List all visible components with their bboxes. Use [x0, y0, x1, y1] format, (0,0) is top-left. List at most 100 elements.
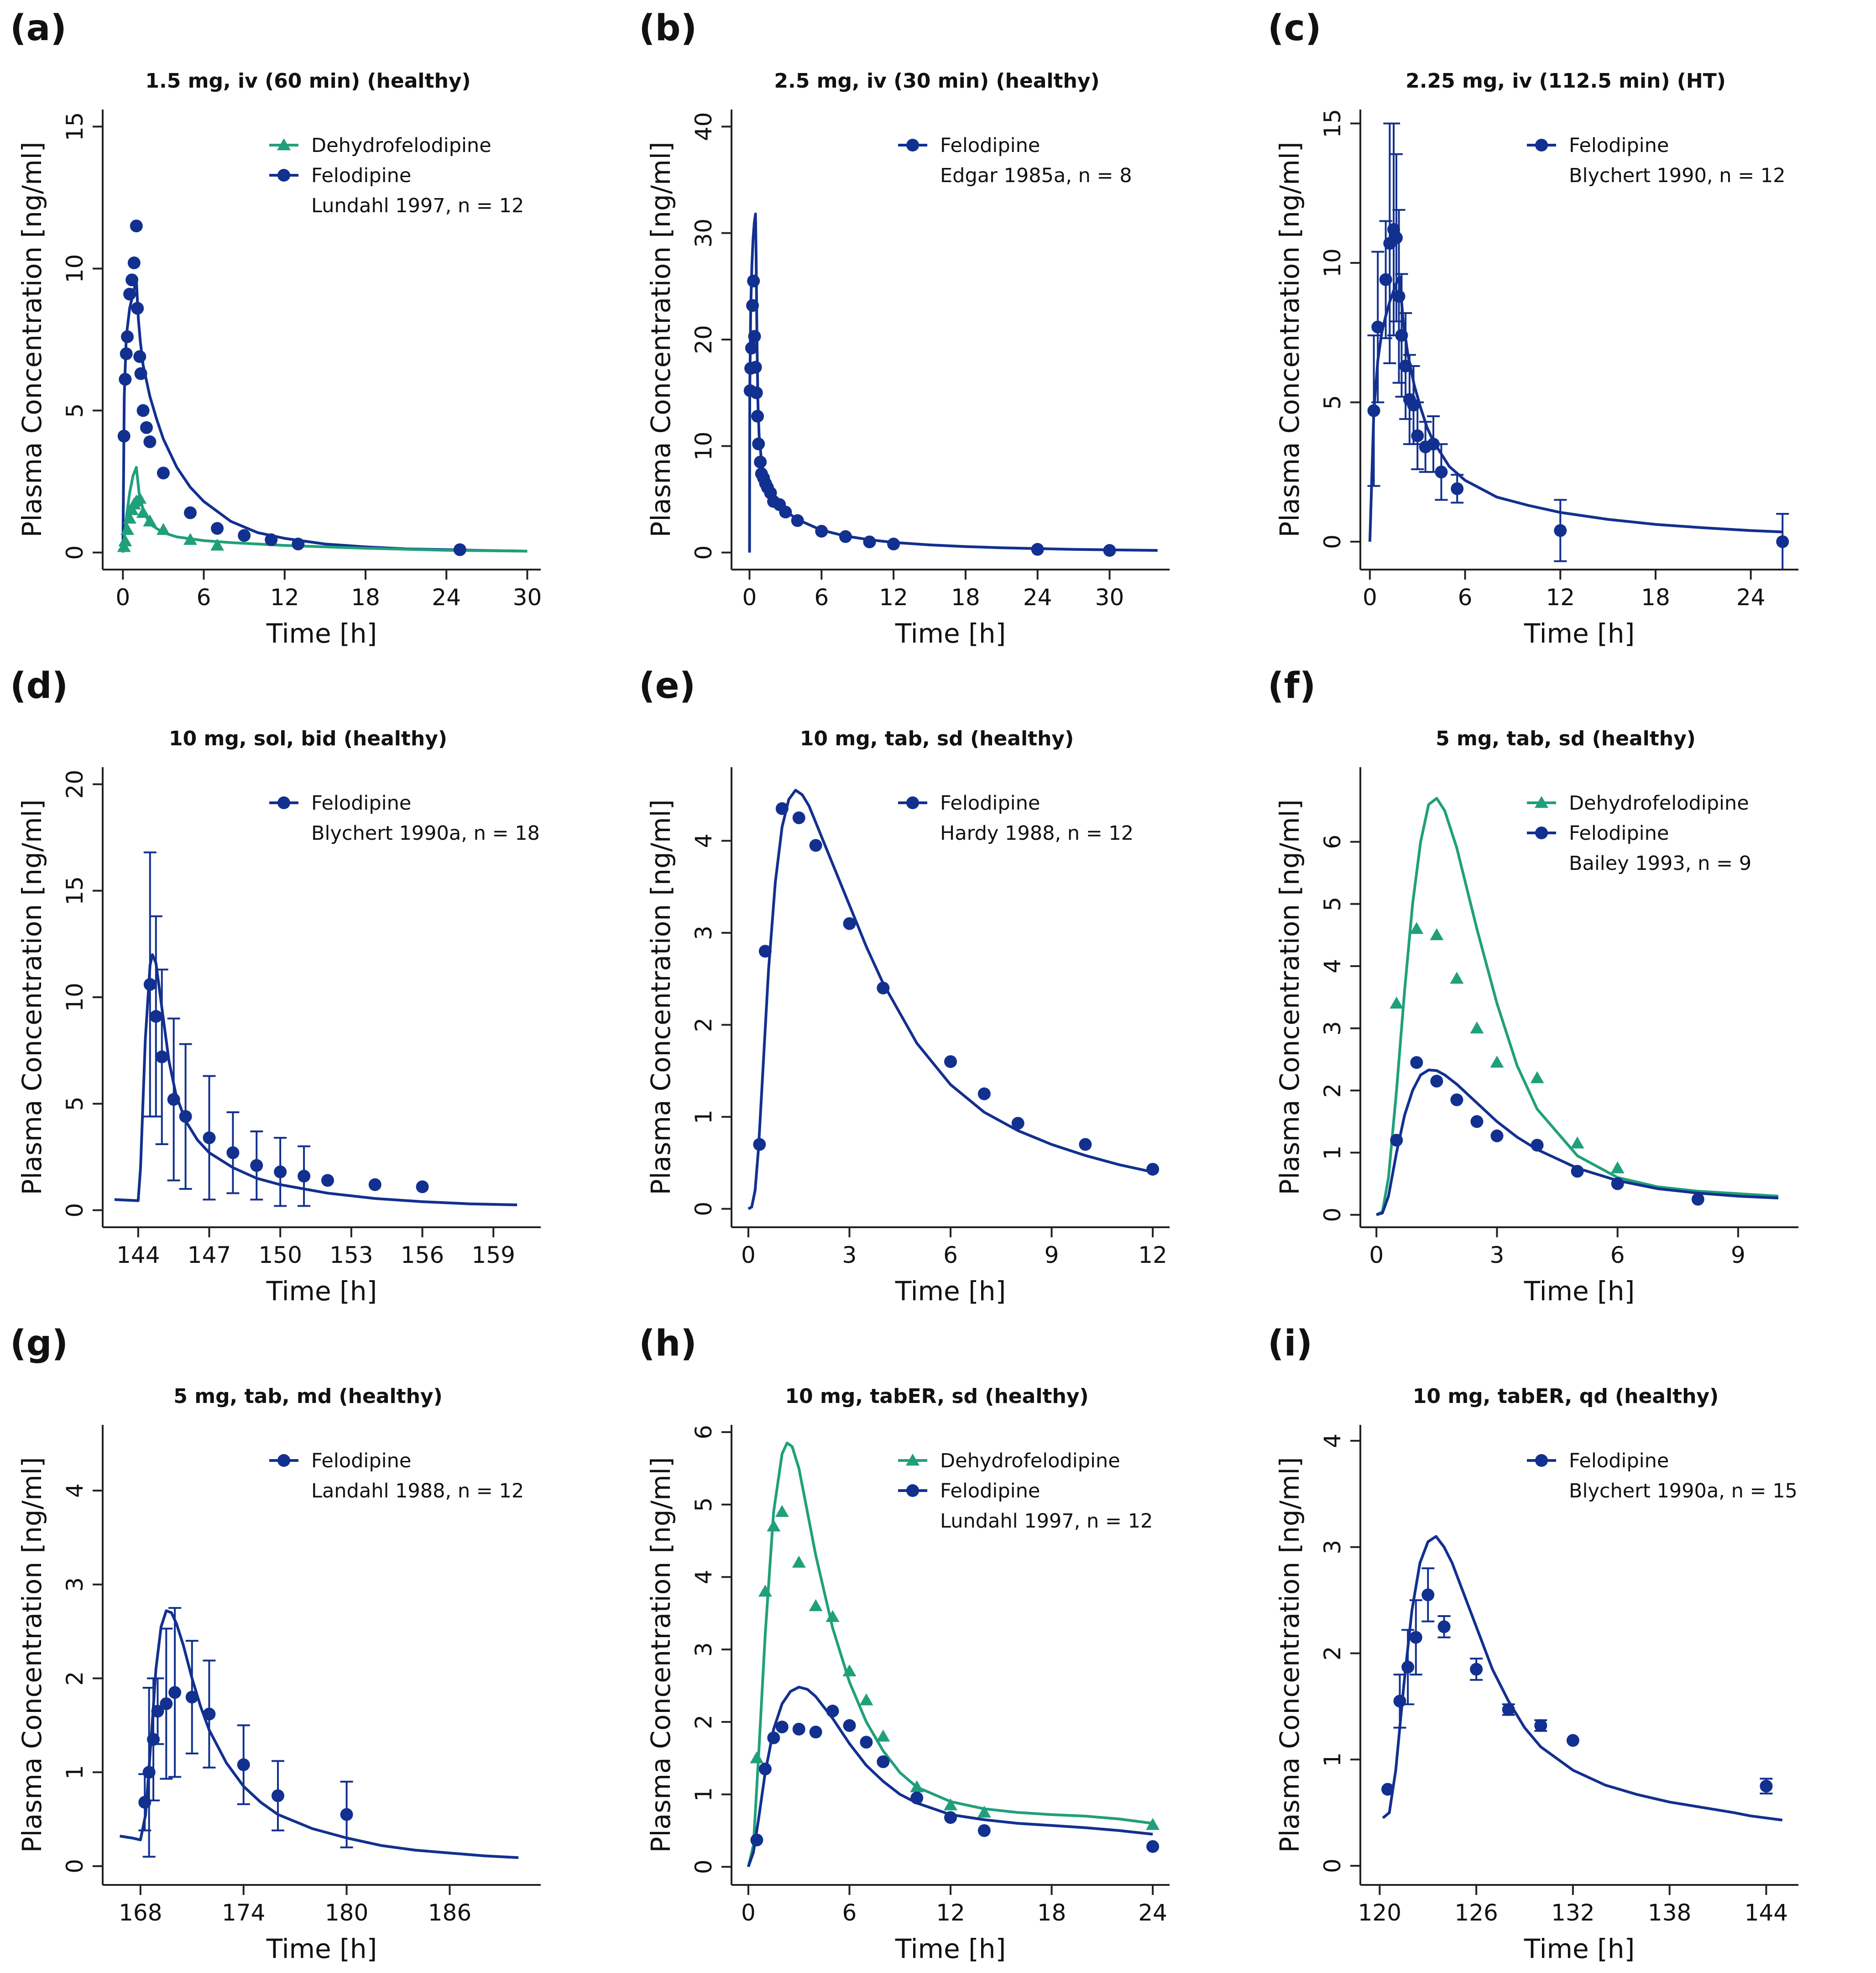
- data-point-felodipine: [167, 1093, 180, 1106]
- data-point-dehydrofelodipine: [910, 1780, 924, 1792]
- x-tick-label: 30: [1095, 584, 1124, 611]
- x-tick-label: 0: [741, 1242, 756, 1268]
- x-axis-label: Time [h]: [895, 618, 1006, 649]
- x-tick-label: 150: [258, 1242, 302, 1268]
- y-tick-label: 4: [1319, 1434, 1346, 1448]
- y-tick-label: 1: [690, 1787, 717, 1802]
- x-tick-label: 180: [325, 1900, 368, 1926]
- chart-title: 10 mg, tabER, sd (healthy): [785, 1385, 1088, 1408]
- y-tick-label: 2: [62, 1671, 88, 1686]
- data-point-felodipine: [809, 839, 822, 852]
- data-point-dehydrofelodipine: [156, 523, 170, 535]
- data-point-felodipine: [1691, 1193, 1704, 1206]
- data-point-felodipine: [1390, 231, 1403, 245]
- x-tick-label: 120: [1358, 1900, 1401, 1926]
- y-tick-label: 3: [1319, 1540, 1346, 1554]
- y-tick-label: 5: [690, 1497, 717, 1512]
- panel-label: (i): [1268, 1323, 1312, 1364]
- y-tick-label: 0: [690, 545, 717, 560]
- y-tick-label: 6: [1319, 835, 1346, 849]
- legend-source: Lundahl 1997, n = 12: [940, 1510, 1153, 1533]
- data-point-felodipine: [140, 421, 153, 434]
- legend-marker: [277, 138, 291, 151]
- data-point-felodipine: [143, 435, 157, 448]
- series-line-dehydrofelodipine: [747, 1441, 1153, 1867]
- y-tick-label: 1: [62, 1765, 88, 1779]
- y-tick-label: 1: [690, 1109, 717, 1124]
- panel-label: (f): [1268, 665, 1316, 707]
- data-point-felodipine: [265, 533, 278, 546]
- data-point-felodipine: [179, 1110, 192, 1123]
- data-point-felodipine: [416, 1180, 429, 1193]
- x-tick-label: 6: [197, 584, 211, 611]
- data-point-felodipine: [753, 1138, 766, 1151]
- y-axis-label: Plasma Concentration [ng/ml]: [1274, 1457, 1305, 1853]
- x-axis-label: Time [h]: [895, 1276, 1006, 1307]
- x-tick-label: 18: [1641, 584, 1670, 611]
- y-tick-label: 5: [62, 403, 88, 418]
- legend-marker: [277, 169, 290, 182]
- data-point-dehydrofelodipine: [1430, 928, 1444, 941]
- x-tick-label: 132: [1551, 1900, 1594, 1926]
- plot-area: [747, 1441, 1160, 1868]
- data-point-felodipine: [779, 506, 792, 518]
- y-tick-label: 4: [1319, 959, 1346, 973]
- data-point-dehydrofelodipine: [826, 1610, 840, 1622]
- series-line-felodipine: [747, 789, 1153, 1210]
- legend-marker: [906, 139, 919, 152]
- y-tick-label: 10: [690, 432, 717, 461]
- data-point-felodipine: [238, 529, 251, 542]
- y-tick-label: 2: [690, 1018, 717, 1032]
- legend-marker: [1535, 1454, 1548, 1467]
- data-point-felodipine: [321, 1174, 334, 1187]
- data-point-felodipine: [133, 350, 146, 363]
- data-point-felodipine: [143, 978, 157, 991]
- data-point-felodipine: [1146, 1840, 1160, 1853]
- x-tick-label: 144: [1745, 1900, 1788, 1926]
- plot-area: [120, 1607, 519, 1859]
- legend-source: Blychert 1990a, n = 15: [1569, 1480, 1798, 1502]
- y-tick-label: 5: [1319, 897, 1346, 911]
- chart-title: 10 mg, tab, sd (healthy): [800, 727, 1074, 750]
- data-point-felodipine: [274, 1165, 287, 1178]
- x-tick-label: 18: [951, 584, 980, 611]
- plot-area: [747, 789, 1160, 1210]
- data-point-felodipine: [860, 1736, 873, 1749]
- x-tick-label: 12: [1546, 584, 1575, 611]
- y-tick-label: 3: [690, 926, 717, 940]
- data-point-felodipine: [754, 455, 767, 469]
- x-tick-label: 12: [936, 1900, 965, 1926]
- data-point-felodipine: [272, 1789, 284, 1802]
- data-point-felodipine: [203, 1131, 216, 1144]
- panel-label: (a): [10, 8, 67, 49]
- y-tick-label: 20: [690, 325, 717, 354]
- data-point-felodipine: [1760, 1779, 1773, 1793]
- y-axis-label: Plasma Concentration [ng/ml]: [1274, 141, 1305, 537]
- legend-marker: [277, 796, 290, 809]
- data-point-felodipine: [775, 1720, 789, 1733]
- series-line-dehydrofelodipine: [121, 466, 528, 553]
- data-point-felodipine: [1421, 1588, 1435, 1601]
- data-point-dehydrofelodipine: [1530, 1071, 1544, 1083]
- y-tick-label: 10: [62, 983, 88, 1012]
- data-point-felodipine: [746, 299, 759, 312]
- data-point-felodipine: [826, 1705, 839, 1718]
- legend-entry: Dehydrofelodipine: [1569, 792, 1749, 815]
- data-point-felodipine: [977, 1087, 991, 1100]
- x-tick-label: 24: [1138, 1900, 1167, 1926]
- x-tick-label: 18: [351, 584, 380, 611]
- x-tick-label: 153: [329, 1242, 373, 1268]
- data-point-felodipine: [910, 1791, 924, 1805]
- data-point-felodipine: [877, 1755, 890, 1769]
- data-point-felodipine: [1031, 543, 1044, 556]
- y-axis-label: Plasma Concentration [ng/ml]: [16, 141, 47, 537]
- legend-marker: [1535, 139, 1548, 152]
- panel-label: (d): [10, 665, 68, 707]
- data-point-felodipine: [1367, 404, 1380, 417]
- legend-source: Landahl 1988, n = 12: [311, 1480, 524, 1502]
- data-point-felodipine: [168, 1686, 182, 1699]
- y-tick-label: 0: [1319, 534, 1346, 549]
- data-point-felodipine: [1079, 1138, 1092, 1151]
